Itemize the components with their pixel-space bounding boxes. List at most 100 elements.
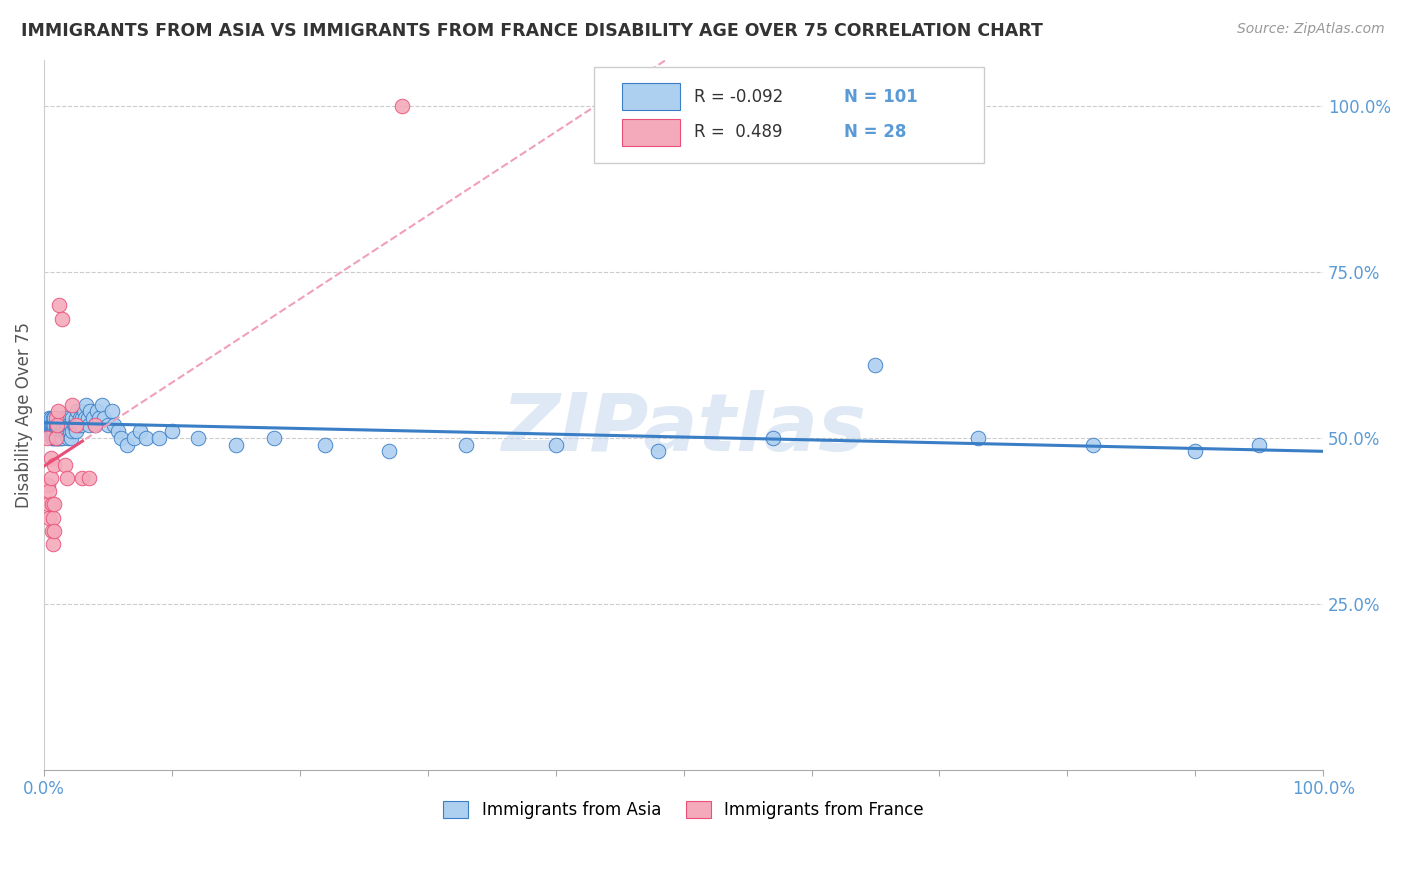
Point: [107, 425, 129, 439]
Point: [46, 417, 69, 432]
Point: [44, 524, 66, 538]
Point: [45, 417, 67, 432]
Legend: Immigrants from Asia, Immigrants from France: Immigrants from Asia, Immigrants from Fr…: [437, 794, 931, 826]
Point: [42, 431, 65, 445]
Point: [45, 425, 67, 439]
Point: [391, 99, 413, 113]
Point: [49, 425, 72, 439]
Point: [46, 404, 69, 418]
Point: [41, 498, 63, 512]
Point: [37, 498, 59, 512]
Point: [41, 524, 63, 538]
Point: [52, 417, 75, 432]
Point: [86, 404, 108, 418]
Point: [39, 425, 62, 439]
Point: [45, 411, 67, 425]
Point: [84, 417, 107, 432]
Point: [51, 311, 73, 326]
Point: [46, 425, 69, 439]
Point: [59, 425, 82, 439]
Point: [42, 537, 65, 551]
Point: [44, 458, 66, 472]
FancyBboxPatch shape: [623, 119, 679, 145]
Point: [59, 417, 82, 432]
Point: [42, 411, 65, 425]
Point: [45, 411, 67, 425]
Point: [82, 411, 104, 425]
Point: [53, 411, 76, 425]
Point: [39, 417, 62, 432]
Point: [53, 425, 76, 439]
Point: [79, 404, 101, 418]
Point: [59, 431, 82, 445]
Point: [45, 431, 67, 445]
Point: [55, 417, 77, 432]
Point: [48, 425, 70, 439]
Point: [762, 431, 785, 445]
Point: [135, 431, 157, 445]
Point: [84, 417, 107, 432]
Point: [56, 425, 79, 439]
Point: [966, 431, 988, 445]
Point: [60, 411, 83, 425]
Point: [38, 425, 60, 439]
Point: [44, 411, 66, 425]
Point: [48, 417, 70, 432]
Point: [46, 431, 69, 445]
Point: [65, 411, 87, 425]
Point: [1184, 444, 1206, 458]
Point: [44, 425, 66, 439]
Point: [42, 425, 65, 439]
Point: [1081, 438, 1104, 452]
Point: [45, 417, 67, 432]
Point: [66, 404, 89, 418]
Text: R =  0.489: R = 0.489: [693, 123, 782, 141]
Point: [544, 438, 567, 452]
Point: [51, 425, 73, 439]
Point: [41, 425, 63, 439]
Point: [45, 425, 67, 439]
Point: [44, 417, 66, 432]
Point: [56, 471, 79, 485]
Point: [52, 411, 75, 425]
Point: [49, 417, 72, 432]
Point: [69, 411, 91, 425]
Text: Source: ZipAtlas.com: Source: ZipAtlas.com: [1237, 22, 1385, 37]
Point: [35, 431, 58, 445]
Point: [53, 458, 76, 472]
Point: [45, 431, 67, 445]
Point: [101, 404, 124, 418]
Point: [53, 417, 76, 432]
Point: [117, 438, 139, 452]
Text: N = 28: N = 28: [844, 123, 905, 141]
Point: [56, 411, 79, 425]
Text: ZIPatlas: ZIPatlas: [501, 390, 866, 468]
Point: [44, 431, 66, 445]
Point: [93, 411, 115, 425]
Point: [41, 431, 63, 445]
Text: R = -0.092: R = -0.092: [693, 87, 783, 105]
Point: [378, 444, 401, 458]
Point: [58, 417, 80, 432]
Point: [39, 450, 62, 465]
Point: [45, 431, 67, 445]
Point: [48, 298, 70, 312]
Point: [44, 498, 66, 512]
Point: [97, 417, 120, 432]
Point: [55, 425, 77, 439]
Point: [73, 404, 96, 418]
Point: [76, 411, 98, 425]
Point: [77, 471, 100, 485]
Point: [37, 417, 59, 432]
Point: [73, 411, 96, 425]
Point: [129, 425, 152, 439]
Point: [865, 358, 887, 372]
Point: [1249, 438, 1271, 452]
Point: [110, 431, 132, 445]
Point: [45, 417, 67, 432]
Point: [315, 438, 337, 452]
Point: [103, 417, 125, 432]
Point: [60, 425, 83, 439]
Point: [39, 411, 62, 425]
Text: N = 101: N = 101: [844, 87, 917, 105]
